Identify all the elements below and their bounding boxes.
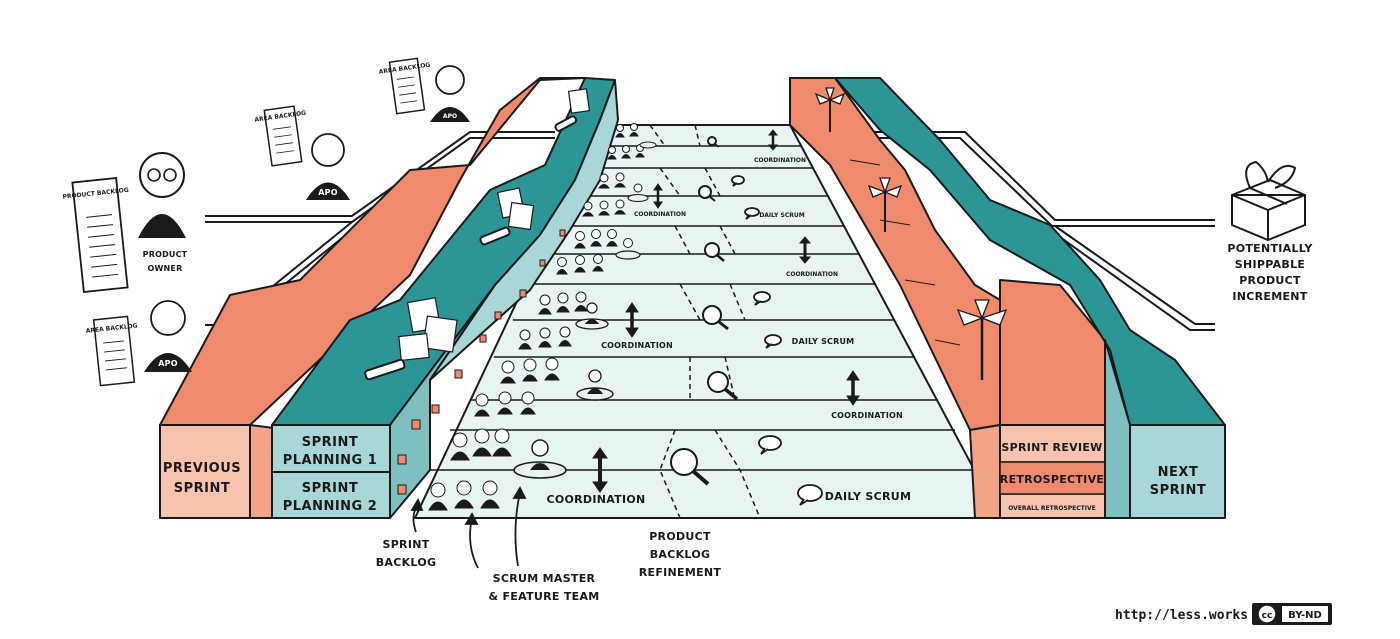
retrospective-label: RETROSPECTIVE — [1000, 473, 1104, 486]
product-owner-figure: PRODUCT BACKLOG PRODUCT OWNER — [62, 152, 188, 293]
daily-scrum-label: DAILY SCRUM — [825, 490, 911, 503]
product-owner-label-line-1: PRODUCT — [143, 250, 188, 259]
planning-wall — [271, 77, 619, 519]
potentially-shippable-line-3: PRODUCT — [1239, 274, 1301, 287]
potentially-shippable-line-1: POTENTIALLY — [1227, 242, 1313, 255]
coordination-label: COORDINATION — [601, 341, 673, 350]
review-wall — [789, 77, 1106, 519]
wall-labels: PREVIOUS SPRINT SPRINT PLANNING 1 SPRINT… — [163, 435, 1206, 514]
gift-box-icon — [1231, 160, 1306, 242]
footer-credits: http://less.works cc BY-ND — [1115, 603, 1332, 625]
daily-scrum-label: DAILY SCRUM — [759, 212, 804, 219]
annotation-labels: POTENTIALLY SHIPPABLE PRODUCT INCREMENT … — [376, 242, 1313, 603]
potentially-shippable-line-2: SHIPPABLE — [1235, 258, 1305, 271]
sm-badge: SM — [535, 463, 545, 470]
pinned-notes — [398, 88, 591, 362]
coordination-label: COORDINATION — [754, 157, 806, 164]
apo-badge: APO — [443, 113, 457, 120]
potentially-shippable-line-4: INCREMENT — [1232, 290, 1307, 303]
sprint-review-label: SPRINT REVIEW — [1001, 441, 1102, 454]
daily-scrum-label: DAILY SCRUM — [792, 337, 855, 346]
sprint-backlog-label-line-2: BACKLOG — [376, 556, 437, 569]
area-product-owner-3: AREA BACKLOG APO — [85, 300, 192, 387]
area-product-owner-2: AREA BACKLOG APO — [378, 57, 470, 122]
next-sprint-label-line-2: SPRINT — [1150, 483, 1207, 498]
speech-bubble-icons — [731, 175, 823, 506]
magnifier-icons — [670, 136, 739, 486]
refinement-label-line-1: PRODUCT — [649, 530, 711, 543]
product-backlog-document: PRODUCT BACKLOG — [62, 177, 129, 293]
feature-team-people — [428, 123, 645, 511]
apo-badge: APO — [158, 359, 177, 368]
source-url: http://less.works — [1115, 608, 1248, 623]
area-product-owner-1: AREA BACKLOG APO — [254, 105, 350, 200]
coordination-label: COORDINATION — [786, 271, 838, 278]
cc-icon: cc — [1262, 611, 1273, 621]
scrum-master-figures: SM — [513, 141, 657, 479]
coordination-arrow-icons — [592, 129, 860, 493]
next-sprint-wall — [834, 77, 1226, 519]
sprint-planning-2-line-1: SPRINT — [302, 481, 359, 496]
scrum-master-label-line-2: & FEATURE TEAM — [488, 590, 599, 603]
pinwheel-icons — [814, 87, 1008, 380]
sprint-planning-1-line-1: SPRINT — [302, 435, 359, 450]
license-text: BY-ND — [1288, 610, 1322, 621]
marker-pens — [364, 115, 578, 381]
product-owner-label-line-2: OWNER — [148, 264, 183, 273]
next-sprint-label-line-1: NEXT — [1158, 465, 1199, 480]
previous-sprint-label-line-1: PREVIOUS — [163, 461, 241, 476]
apo-badge: APO — [318, 188, 337, 197]
refinement-label-line-2: BACKLOG — [650, 548, 711, 561]
scrum-master-label-line-1: SCRUM MASTER — [493, 572, 596, 585]
coordination-label: COORDINATION — [546, 493, 645, 506]
previous-sprint-label-line-2: SPRINT — [174, 481, 231, 496]
sprint-planning-2-line-2: PLANNING 2 — [283, 499, 378, 514]
refinement-label-line-3: REFINEMENT — [639, 566, 722, 579]
sprint-backlog-label-line-1: SPRINT — [382, 538, 429, 551]
sprint-planning-1-line-2: PLANNING 1 — [283, 453, 378, 468]
overall-retrospective-label: OVERALL RETROSPECTIVE — [1008, 505, 1096, 512]
pointer-arrows — [410, 486, 527, 569]
lane-labels: COORDINATION DAILY SCRUM COORDINATION CO… — [546, 157, 911, 506]
coordination-label: COORDINATION — [634, 211, 686, 218]
coordination-label: COORDINATION — [831, 411, 903, 420]
